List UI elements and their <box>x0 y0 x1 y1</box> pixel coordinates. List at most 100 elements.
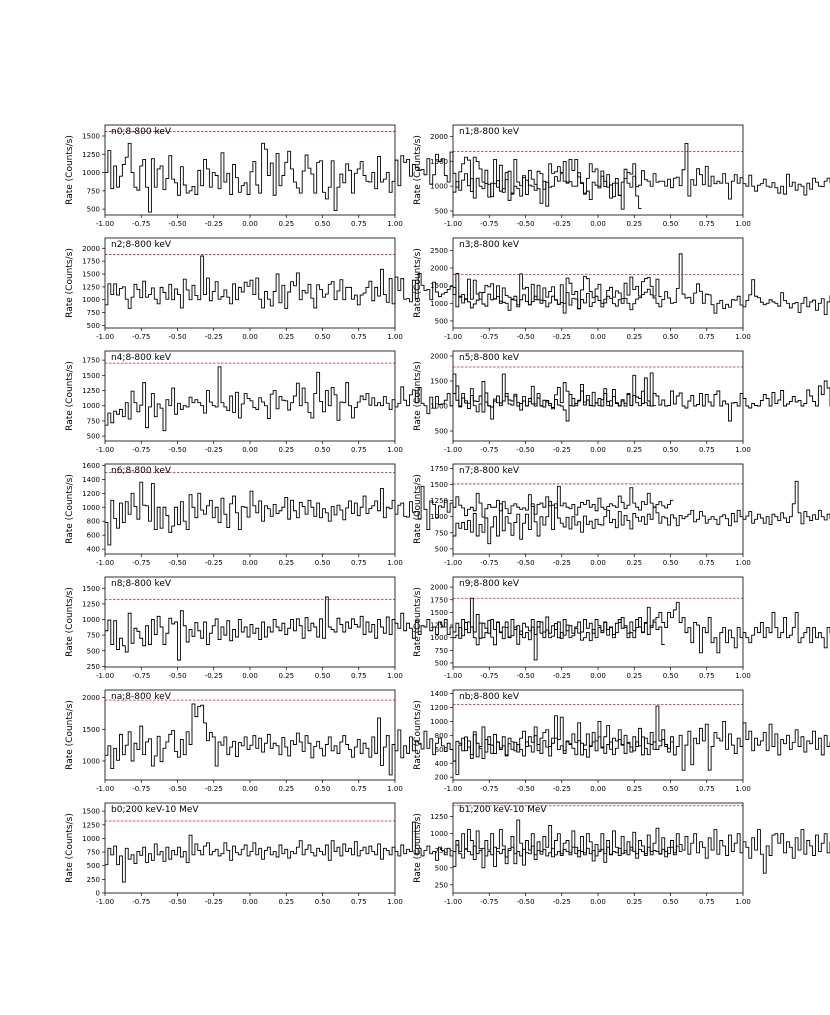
y-tick-label: 1000 <box>430 830 448 838</box>
x-tick-label: -0.50 <box>168 898 186 906</box>
y-axis-label: Rate (Counts/s) <box>413 135 423 205</box>
y-tick-label: 1000 <box>82 616 100 624</box>
x-tick-label: 0.50 <box>663 785 679 793</box>
x-tick-label: -0.25 <box>205 898 223 906</box>
x-tick-label: 0.25 <box>278 446 294 454</box>
x-tick-label: -0.25 <box>205 785 223 793</box>
x-tick-label: -0.75 <box>132 446 150 454</box>
x-tick-label: 0.25 <box>278 672 294 680</box>
x-tick-label: 1.00 <box>387 333 403 341</box>
lightcurve-series <box>105 596 665 661</box>
x-tick-label: -0.50 <box>516 333 534 341</box>
x-tick-label: 0.00 <box>590 220 606 228</box>
y-tick-label: 500 <box>435 317 448 325</box>
panel-label: n1;8-800 keV <box>459 127 520 137</box>
y-tick-label: 1400 <box>82 476 100 484</box>
x-tick-label: 0.00 <box>242 898 258 906</box>
y-tick-label: 1500 <box>430 481 448 489</box>
x-tick-label: -0.50 <box>516 559 534 567</box>
panel-12: -1.00 -0.75 -0.50 -0.25 0.00 0.25 0.50 0.75 1.00… <box>65 802 683 906</box>
y-tick-label: 750 <box>87 632 100 640</box>
y-tick-label: 1750 <box>82 357 100 365</box>
y-tick-label: 2000 <box>430 133 448 141</box>
x-tick-label: 0.25 <box>626 559 642 567</box>
x-tick-label: -0.50 <box>516 672 534 680</box>
panel-label: n5;8-800 keV <box>459 353 520 363</box>
x-tick-label: 0.00 <box>590 559 606 567</box>
y-tick-label: 500 <box>435 428 448 436</box>
x-tick-label: -0.50 <box>168 785 186 793</box>
x-tick-label: -0.75 <box>480 559 498 567</box>
x-tick-label: -0.25 <box>553 672 571 680</box>
x-tick-label: 0.75 <box>699 898 715 906</box>
x-tick-label: -0.25 <box>553 446 571 454</box>
panel-11: -1.00 -0.75 -0.50 -0.25 0.00 0.25 0.50 0.75 1.00… <box>413 689 830 793</box>
x-tick-label: 0.50 <box>663 220 679 228</box>
y-tick-label: 1750 <box>430 465 448 473</box>
lightcurve-series <box>105 703 674 776</box>
x-tick-label: -0.75 <box>480 898 498 906</box>
y-axis-label: Rate (Counts/s) <box>413 813 423 883</box>
x-tick-label: 0.00 <box>242 333 258 341</box>
x-tick-label: -0.25 <box>205 220 223 228</box>
x-tick-label: 0.50 <box>315 333 331 341</box>
y-tick-label: 250 <box>87 663 100 671</box>
x-tick-label: 0.75 <box>351 672 367 680</box>
y-tick-label: 1250 <box>430 497 448 505</box>
x-tick-label: -0.25 <box>553 898 571 906</box>
y-tick-label: 1250 <box>430 813 448 821</box>
lightcurve-series <box>453 705 830 775</box>
x-tick-label: 0.75 <box>351 446 367 454</box>
panel-5: -1.00 -0.75 -0.50 -0.25 0.00 0.25 0.50 0.75 1.00… <box>413 350 830 454</box>
panel-label: b1;200 keV-10 MeV <box>459 805 547 815</box>
x-tick-label: -0.25 <box>553 333 571 341</box>
y-tick-label: 1000 <box>430 718 448 726</box>
y-tick-label: 500 <box>435 208 448 216</box>
y-tick-label: 500 <box>87 206 100 214</box>
y-tick-label: 750 <box>435 529 448 537</box>
y-tick-label: 500 <box>87 647 100 655</box>
x-tick-label: -1.00 <box>96 559 114 567</box>
x-tick-label: -0.75 <box>132 220 150 228</box>
y-tick-label: 400 <box>87 546 100 554</box>
x-tick-label: -0.75 <box>480 672 498 680</box>
x-tick-label: -1.00 <box>444 898 462 906</box>
y-axis-label: Rate (Counts/s) <box>413 474 423 544</box>
y-tick-label: 1250 <box>82 387 100 395</box>
x-tick-label: -1.00 <box>96 446 114 454</box>
y-tick-label: 1500 <box>82 585 100 593</box>
x-tick-label: 0.75 <box>351 220 367 228</box>
y-axis-label: Rate (Counts/s) <box>65 135 75 205</box>
y-tick-label: 2500 <box>430 247 448 255</box>
x-tick-label: 1.00 <box>387 785 403 793</box>
x-tick-label: 0.25 <box>626 898 642 906</box>
x-tick-label: -0.50 <box>516 785 534 793</box>
y-tick-label: 1000 <box>82 504 100 512</box>
x-tick-label: -0.75 <box>132 333 150 341</box>
x-tick-label: 0.50 <box>663 333 679 341</box>
y-tick-label: 2000 <box>82 694 100 702</box>
x-tick-label: -0.50 <box>168 559 186 567</box>
y-tick-label: 1000 <box>82 835 100 843</box>
axes-frame <box>104 689 396 781</box>
y-tick-label: 1200 <box>430 704 448 712</box>
x-tick-label: 0.25 <box>278 333 294 341</box>
y-tick-label: 750 <box>87 417 100 425</box>
x-tick-label: 0.25 <box>278 220 294 228</box>
x-tick-label: -1.00 <box>96 785 114 793</box>
panel-label: n0;8-800 keV <box>111 127 172 137</box>
y-tick-label: 2000 <box>430 353 448 361</box>
x-tick-label: -1.00 <box>96 672 114 680</box>
x-tick-label: 0.50 <box>315 446 331 454</box>
x-tick-label: 0.75 <box>699 220 715 228</box>
y-tick-label: 1500 <box>82 726 100 734</box>
x-tick-label: 0.00 <box>242 559 258 567</box>
x-tick-label: -0.25 <box>553 785 571 793</box>
lightcurve-series <box>453 142 830 201</box>
panel-13: -1.00 -0.75 -0.50 -0.25 0.00 0.25 0.50 0.75 1.00… <box>413 802 830 906</box>
x-tick-label: -1.00 <box>444 220 462 228</box>
y-tick-label: 1000 <box>430 634 448 642</box>
y-tick-label: 1000 <box>430 513 448 521</box>
y-tick-label: 750 <box>87 187 100 195</box>
x-tick-label: 1.00 <box>387 559 403 567</box>
